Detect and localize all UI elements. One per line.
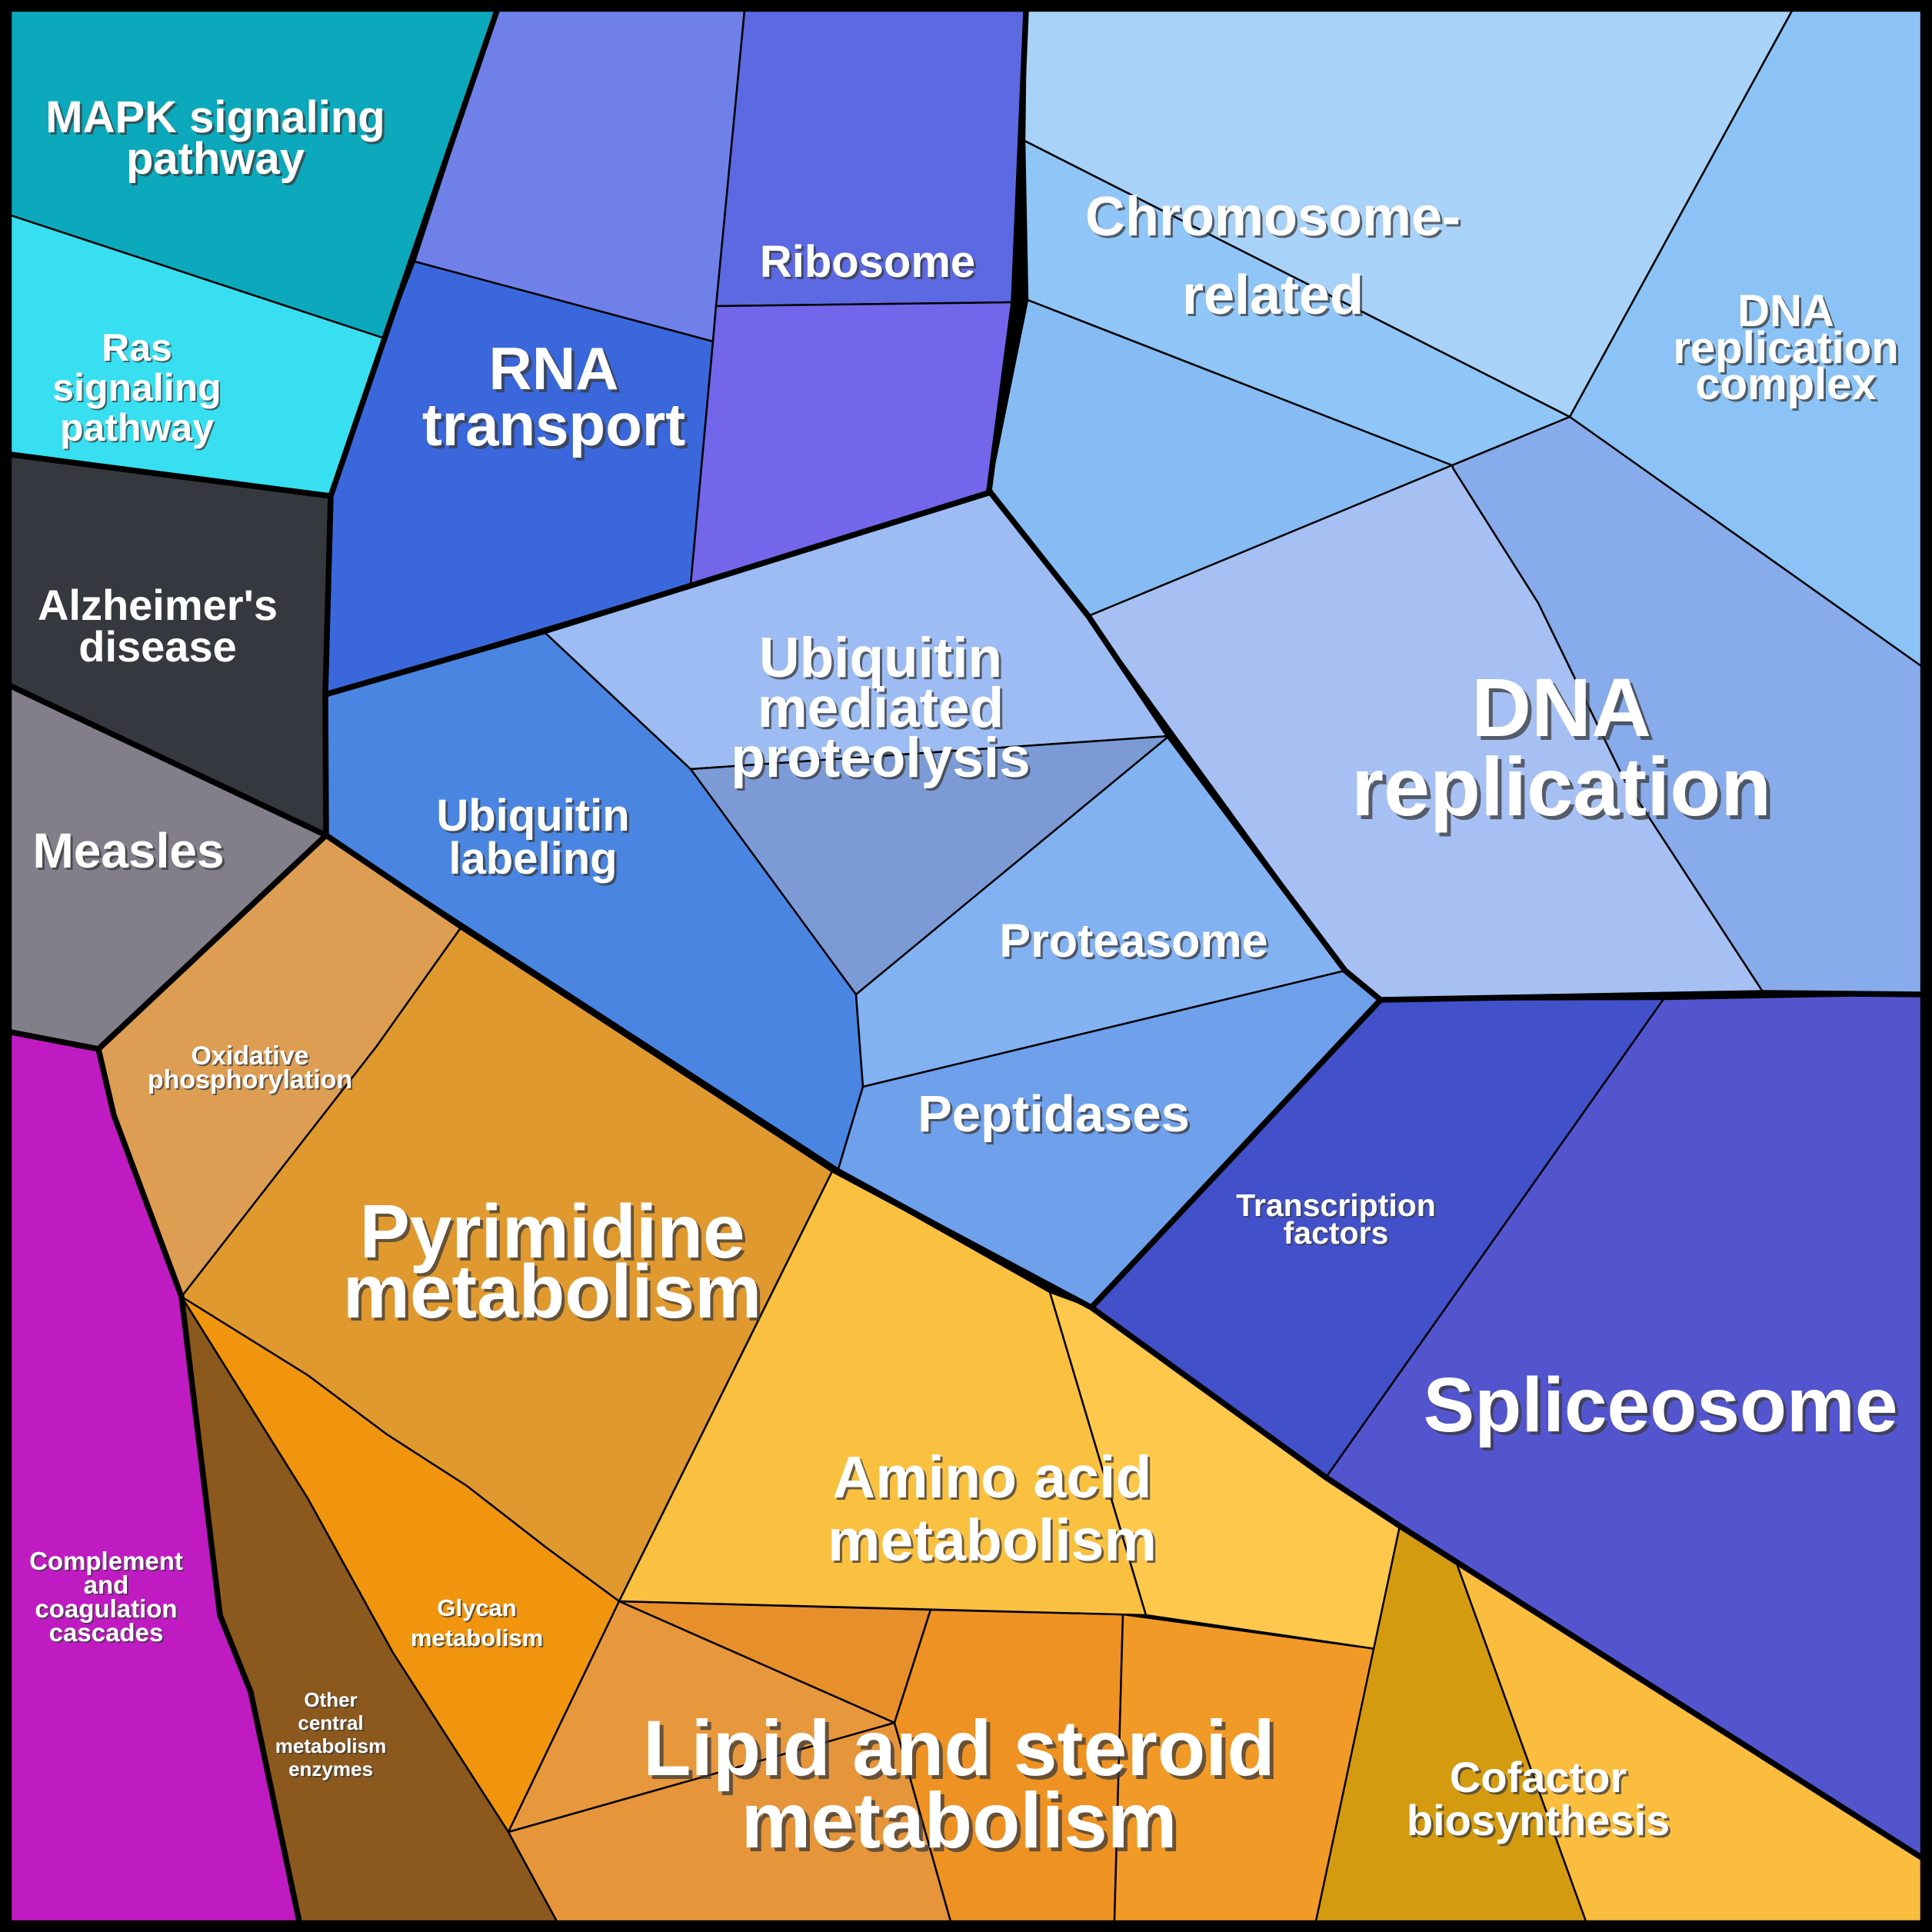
svg-text:Spliceosome: Spliceosome — [1427, 1365, 1901, 1451]
svg-text:related: related — [1182, 265, 1364, 326]
svg-text:Lipid and steroid: Lipid and steroid — [643, 1704, 1275, 1792]
svg-text:Chromosome-: Chromosome- — [1085, 186, 1461, 248]
svg-text:pathway: pathway — [128, 136, 307, 186]
svg-text:Ribosome: Ribosome — [760, 237, 975, 287]
svg-text:Ubiquitin: Ubiquitin — [761, 629, 1004, 691]
svg-text:Transcription: Transcription — [1236, 1188, 1436, 1223]
svg-text:mediated: mediated — [758, 677, 1004, 739]
svg-text:Glycan: Glycan — [437, 1594, 516, 1621]
svg-text:Peptidases: Peptidases — [920, 1088, 1192, 1145]
svg-text:metabolism: metabolism — [343, 1249, 762, 1334]
svg-text:Cofactor: Cofactor — [1452, 1755, 1629, 1804]
svg-text:Alzheimer's: Alzheimer's — [38, 581, 278, 629]
svg-text:DNA: DNA — [1737, 286, 1834, 336]
svg-text:signaling: signaling — [52, 366, 221, 409]
svg-text:proteolysis: proteolysis — [733, 729, 1032, 791]
svg-text:DNA: DNA — [1471, 661, 1651, 754]
svg-text:transport: transport — [425, 394, 688, 461]
svg-text:signaling: signaling — [54, 368, 222, 411]
svg-text:biosynthesis: biosynthesis — [1409, 1798, 1672, 1847]
svg-text:Ras: Ras — [103, 328, 174, 371]
svg-text:complex: complex — [1695, 359, 1876, 409]
svg-text:cascades: cascades — [51, 1620, 165, 1648]
svg-text:metabolism: metabolism — [277, 1736, 388, 1759]
svg-text:Proteasome: Proteasome — [1001, 917, 1270, 969]
svg-text:metabolism: metabolism — [346, 1252, 765, 1337]
svg-text:factors: factors — [1284, 1215, 1389, 1251]
svg-text:related: related — [1184, 267, 1366, 328]
svg-text:Complement: Complement — [29, 1547, 183, 1575]
svg-text:Spliceosome: Spliceosome — [1424, 1362, 1898, 1448]
svg-text:metabolism: metabolism — [741, 1777, 1178, 1864]
svg-text:Amino acid: Amino acid — [834, 1447, 1154, 1513]
svg-text:enzymes: enzymes — [290, 1759, 375, 1782]
svg-text:replication: replication — [1673, 323, 1898, 373]
svg-text:labeling: labeling — [448, 834, 617, 884]
svg-text:Cofactor: Cofactor — [1450, 1753, 1627, 1801]
svg-text:replication: replication — [1355, 744, 1775, 837]
svg-text:Ubiquitin: Ubiquitin — [438, 793, 631, 843]
svg-text:Ubiquitin: Ubiquitin — [759, 627, 1002, 689]
svg-text:cascades: cascades — [49, 1618, 164, 1647]
svg-text:proteolysis: proteolysis — [731, 727, 1030, 789]
svg-text:Amino acid: Amino acid — [832, 1444, 1151, 1511]
svg-text:Pyrimidine: Pyrimidine — [362, 1192, 748, 1277]
svg-text:coagulation: coagulation — [36, 1596, 178, 1624]
svg-text:Proteasome: Proteasome — [999, 914, 1267, 967]
svg-text:Other: Other — [305, 1690, 358, 1713]
svg-text:Measles: Measles — [35, 825, 226, 881]
svg-text:pathway: pathway — [60, 406, 214, 449]
svg-text:disease: disease — [78, 622, 237, 671]
svg-text:Ubiquitin: Ubiquitin — [436, 791, 629, 841]
svg-text:metabolism: metabolism — [828, 1507, 1157, 1574]
svg-text:Pyrimidine: Pyrimidine — [359, 1189, 744, 1274]
svg-text:Measles: Measles — [32, 823, 224, 878]
svg-text:biosynthesis: biosynthesis — [1407, 1796, 1670, 1844]
svg-text:metabolism: metabolism — [412, 1626, 545, 1653]
svg-text:factors: factors — [1285, 1217, 1391, 1252]
svg-text:Ribosome: Ribosome — [762, 239, 978, 289]
svg-text:central: central — [298, 1711, 363, 1734]
svg-text:MAPK signaling: MAPK signaling — [48, 95, 387, 145]
svg-text:Chromosome-: Chromosome- — [1088, 188, 1463, 250]
svg-text:pathway: pathway — [62, 408, 215, 451]
svg-text:transport: transport — [422, 391, 685, 458]
svg-text:phosphorylation: phosphorylation — [149, 1067, 354, 1096]
svg-text:enzymes: enzymes — [288, 1757, 373, 1780]
svg-text:metabolism: metabolism — [745, 1780, 1181, 1868]
svg-text:Ras: Ras — [102, 326, 172, 369]
svg-text:Transcription: Transcription — [1237, 1189, 1437, 1224]
svg-text:complex: complex — [1697, 361, 1878, 411]
svg-text:labeling: labeling — [451, 836, 619, 886]
svg-text:DNA: DNA — [1475, 665, 1655, 758]
svg-text:metabolism: metabolism — [275, 1734, 387, 1757]
svg-text:Other: Other — [304, 1688, 357, 1711]
svg-text:replication: replication — [1675, 325, 1900, 375]
svg-text:and: and — [85, 1572, 131, 1601]
svg-text:central: central — [299, 1713, 365, 1736]
svg-text:phosphorylation: phosphorylation — [148, 1065, 352, 1094]
svg-text:replication: replication — [1351, 740, 1771, 833]
svg-text:Peptidases: Peptidases — [918, 1085, 1190, 1143]
svg-text:disease: disease — [80, 624, 238, 672]
svg-text:Oxidative: Oxidative — [191, 1041, 308, 1071]
svg-text:metabolism: metabolism — [830, 1510, 1159, 1576]
svg-text:pathway: pathway — [126, 134, 305, 184]
svg-text:Lipid and steroid: Lipid and steroid — [647, 1708, 1279, 1796]
svg-text:Oxidative: Oxidative — [192, 1043, 310, 1072]
svg-text:DNA: DNA — [1740, 288, 1837, 338]
svg-text:MAPK signaling: MAPK signaling — [45, 92, 385, 142]
svg-text:RNA: RNA — [489, 335, 619, 402]
svg-text:mediated: mediated — [760, 679, 1006, 741]
svg-text:RNA: RNA — [492, 338, 622, 405]
svg-text:and: and — [84, 1571, 129, 1599]
svg-text:Complement: Complement — [31, 1548, 185, 1577]
svg-text:Alzheimer's: Alzheimer's — [39, 582, 279, 631]
svg-text:metabolism: metabolism — [411, 1624, 543, 1651]
svg-text:Glycan: Glycan — [438, 1596, 518, 1623]
svg-text:coagulation: coagulation — [35, 1594, 177, 1623]
